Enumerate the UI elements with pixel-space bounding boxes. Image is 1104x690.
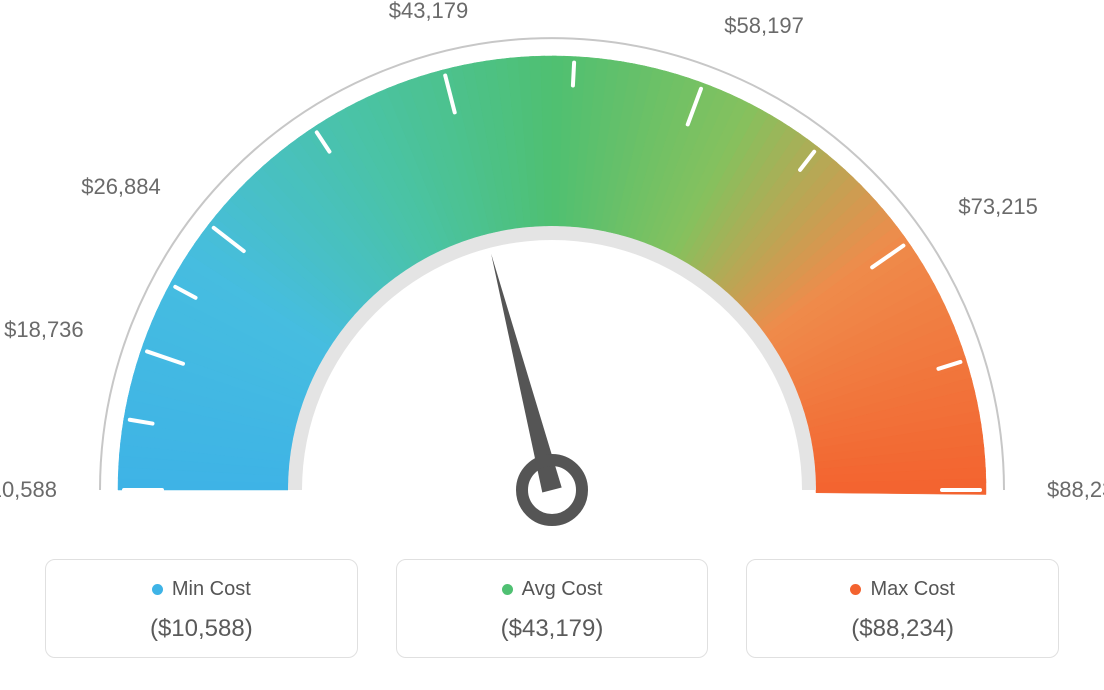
tick-label: $18,736 <box>4 317 84 343</box>
avg-card-title-row: Avg Cost <box>502 578 603 601</box>
tick-label: $58,197 <box>724 13 804 39</box>
legend-cards: Min Cost ($10,588) Avg Cost ($43,179) Ma… <box>45 559 1059 658</box>
tick-label: $43,179 <box>389 0 469 24</box>
chart-container: $10,588 $18,736 $26,884 $43,179 $58,197 $73,2… <box>0 0 1104 690</box>
avg-cost-card: Avg Cost ($43,179) <box>396 559 709 658</box>
max-dot-icon <box>850 584 861 595</box>
min-cost-card: Min Cost ($10,588) <box>45 559 358 658</box>
tick-label: $10,588 <box>0 477 57 503</box>
gauge-svg <box>0 0 1104 540</box>
max-card-value: ($88,234) <box>757 615 1048 643</box>
avg-dot-icon <box>502 584 513 595</box>
tick-label: $26,884 <box>81 174 161 200</box>
gauge-area: $10,588 $18,736 $26,884 $43,179 $58,197 $73,2… <box>0 0 1104 540</box>
min-card-title-row: Min Cost <box>152 578 251 601</box>
min-card-title: Min Cost <box>172 578 251 601</box>
max-cost-card: Max Cost ($88,234) <box>746 559 1059 658</box>
gauge-band <box>118 56 986 495</box>
tick-label: $88,234 <box>1047 477 1104 503</box>
max-card-title: Max Cost <box>870 578 954 601</box>
avg-card-value: ($43,179) <box>407 615 698 643</box>
tick-label: $73,215 <box>958 194 1038 220</box>
min-dot-icon <box>152 584 163 595</box>
min-card-value: ($10,588) <box>56 615 347 643</box>
avg-card-title: Avg Cost <box>522 578 603 601</box>
gauge-needle <box>491 254 582 520</box>
max-card-title-row: Max Cost <box>850 578 954 601</box>
